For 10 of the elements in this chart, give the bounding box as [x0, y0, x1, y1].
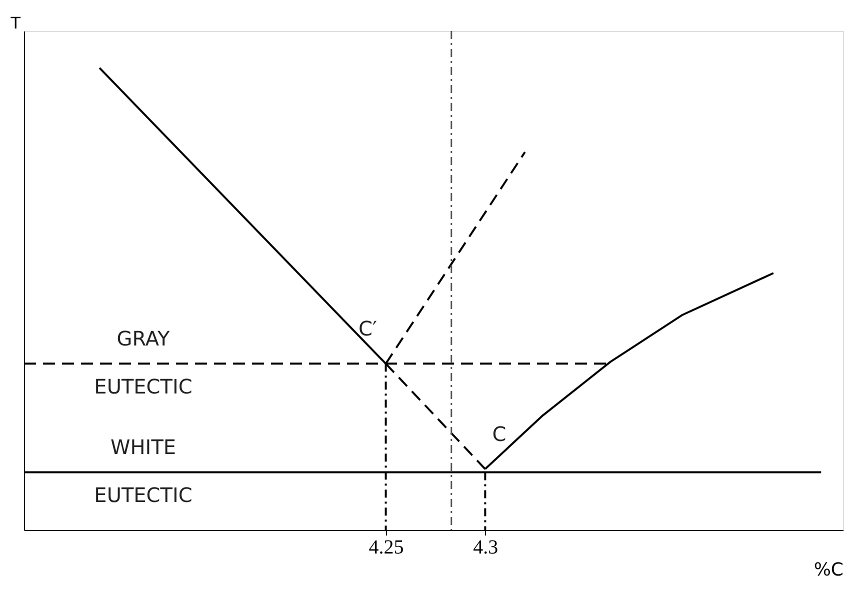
annotation: C	[492, 422, 506, 446]
annotation: EUTECTIC	[94, 374, 192, 399]
annotation: GRAY	[116, 326, 171, 351]
x-tick-label: 4.3	[473, 536, 498, 558]
annotation: WHITE	[110, 435, 176, 460]
annotation: EUTECTIC	[94, 483, 192, 508]
x-axis-title: %C	[814, 560, 844, 580]
x-tick-label: 4.25	[368, 536, 404, 558]
y-axis-title: T	[10, 14, 21, 32]
annotation: C′	[358, 316, 378, 341]
